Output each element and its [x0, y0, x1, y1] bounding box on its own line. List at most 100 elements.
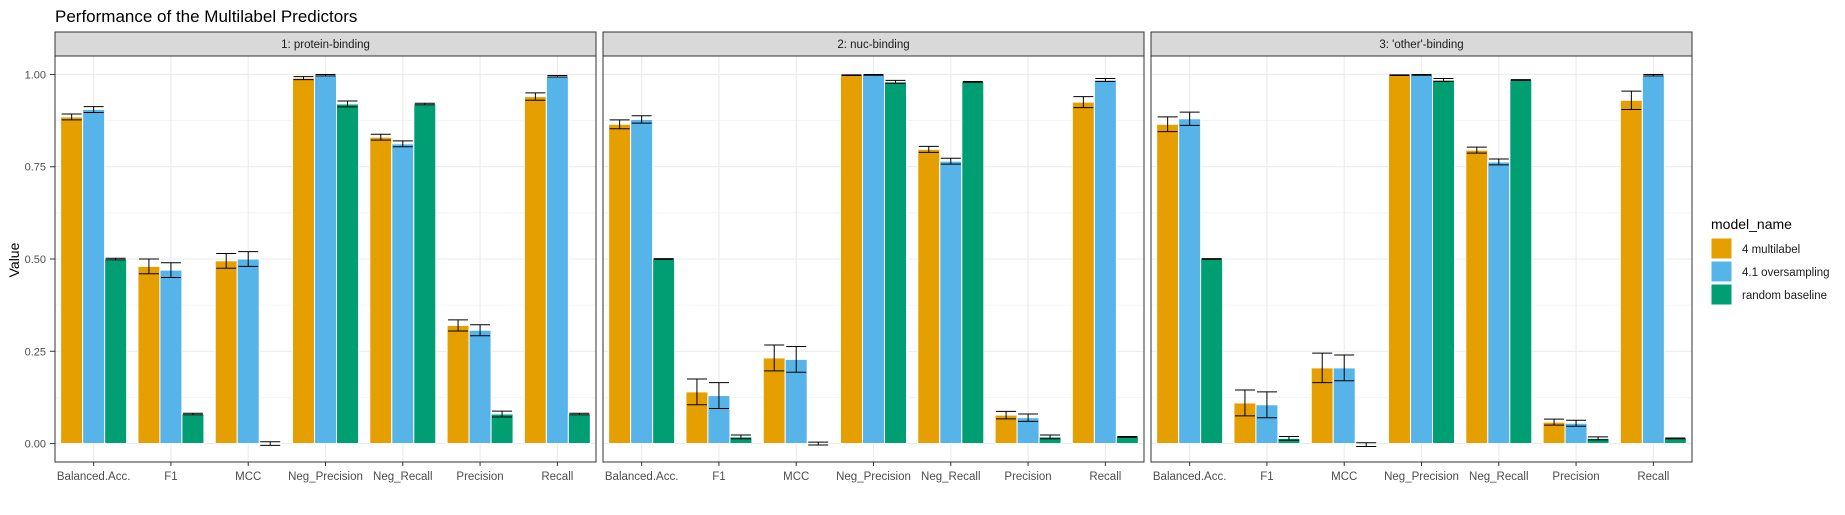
- bar: [1432, 79, 1455, 445]
- bar: [336, 103, 359, 445]
- error-bar: [1588, 436, 1609, 441]
- error-bar: [547, 75, 568, 78]
- error-bar: [962, 80, 983, 83]
- x-tick-label: Balanced.Acc.: [605, 471, 679, 483]
- x-tick-label: Neg_Precision: [836, 471, 911, 483]
- error-bar: [808, 441, 829, 446]
- bar: [1178, 118, 1202, 445]
- x-tick-label: Balanced.Acc.: [1153, 471, 1227, 483]
- panel-strip-label: 3: 'other'-binding: [1379, 39, 1463, 51]
- error-bar: [1040, 434, 1061, 440]
- bar: [60, 116, 84, 445]
- error-bar: [1510, 79, 1531, 81]
- error-bar: [1389, 74, 1410, 77]
- x-tick-label: Recall: [541, 471, 573, 483]
- error-bar: [1621, 90, 1642, 111]
- bar: [468, 329, 492, 445]
- bar: [1093, 79, 1117, 445]
- panel-strip-label: 1: protein-binding: [281, 39, 370, 51]
- error-bar: [414, 102, 435, 106]
- error-bar: [392, 140, 413, 148]
- legend-items: 4 multilabel 4.1 oversampling random basel…: [1710, 237, 1830, 306]
- error-bar: [1018, 413, 1039, 422]
- bar: [1641, 74, 1665, 445]
- bar: [862, 74, 885, 445]
- error-bar: [631, 115, 652, 124]
- error-bar: [182, 412, 203, 416]
- panel-border: [602, 55, 1145, 463]
- x-tick-label: F1: [712, 471, 725, 483]
- error-bar: [786, 345, 807, 373]
- legend-label: 4.1 oversampling: [1742, 267, 1830, 279]
- error-bar: [569, 412, 590, 416]
- panel: 1: protein-binding Balanced.Acc. F1 MCC Neg_…: [54, 31, 597, 483]
- error-bar: [708, 382, 729, 409]
- error-bar: [337, 100, 358, 108]
- panel: 2: nuc-binding Balanced.Acc. F1 MCC Neg_Prec…: [602, 31, 1145, 483]
- bar: [1619, 99, 1643, 445]
- panel-strip-label: 2: nuc-binding: [837, 39, 909, 51]
- panel-strip: [54, 31, 597, 57]
- x-tick-label: Neg_Recall: [1469, 471, 1528, 483]
- error-bar: [293, 76, 314, 81]
- error-bar: [238, 251, 259, 267]
- error-bar: [216, 252, 237, 269]
- bar: [545, 75, 569, 445]
- error-bar: [83, 106, 104, 113]
- error-bar: [1201, 258, 1222, 260]
- bar: [413, 103, 437, 445]
- y-tick-label: 0.25: [25, 346, 46, 358]
- x-tick-label: MCC: [235, 471, 261, 483]
- x-tick-label: F1: [164, 471, 177, 483]
- error-bar: [61, 113, 82, 121]
- panel-strip: [1150, 31, 1693, 57]
- error-bar: [918, 145, 939, 153]
- bar: [82, 109, 106, 445]
- bar: [1465, 149, 1489, 445]
- legend-swatch: [1710, 237, 1733, 260]
- bar: [104, 258, 128, 445]
- bar: [884, 81, 907, 445]
- panel: 3: 'other'-binding Balanced.Acc. F1 MCC Neg_…: [1150, 31, 1693, 483]
- panel-strip: [602, 31, 1145, 57]
- legend-label: random baseline: [1742, 290, 1827, 302]
- error-bar: [1117, 436, 1138, 438]
- bar: [1071, 101, 1095, 445]
- error-bar: [609, 119, 630, 130]
- error-bar: [764, 344, 785, 372]
- bar: [214, 260, 238, 445]
- error-bar: [885, 79, 906, 84]
- bar: [630, 118, 654, 445]
- bar: [1509, 79, 1533, 445]
- bar: [1200, 258, 1224, 445]
- legend-title: model_name: [1711, 216, 1792, 232]
- chart-title: Performance of the Multilabel Predictors: [55, 7, 357, 26]
- chart-panels: 0.00 0.25 0.50 0.75 1.00 1: protein-binding Ba…: [25, 31, 1693, 483]
- error-bar: [1356, 442, 1377, 447]
- error-bar: [1234, 389, 1255, 417]
- bar: [840, 74, 863, 445]
- error-bar: [525, 92, 546, 101]
- bar: [369, 136, 393, 445]
- error-bar: [470, 324, 491, 337]
- bar: [1156, 123, 1180, 445]
- bar: [523, 96, 547, 445]
- x-tick-label: Neg_Recall: [921, 471, 980, 483]
- error-bar: [260, 441, 281, 446]
- bar: [1487, 161, 1511, 445]
- y-tick-label: 0.75: [25, 162, 46, 174]
- error-bar: [841, 74, 862, 77]
- legend-swatch: [1710, 260, 1733, 283]
- error-bar: [996, 410, 1017, 420]
- bar: [917, 148, 941, 445]
- error-bar: [1544, 418, 1565, 426]
- error-bar: [730, 434, 751, 440]
- panel-border: [54, 55, 597, 463]
- y-axis-label: Value: [6, 242, 22, 277]
- x-tick-label: Neg_Recall: [373, 471, 432, 483]
- legend-swatch: [1710, 283, 1733, 306]
- bar: [652, 258, 676, 445]
- y-tick-label: 0.00: [25, 439, 46, 451]
- bar: [391, 143, 415, 445]
